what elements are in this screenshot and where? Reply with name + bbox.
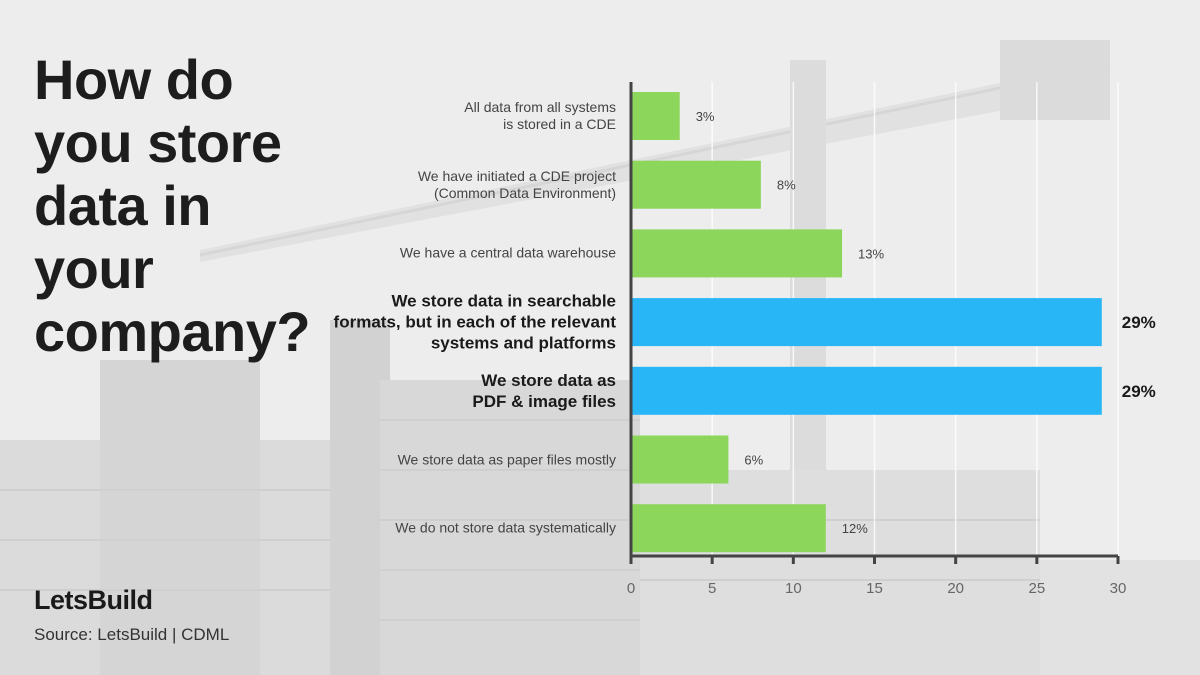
page-title: How do you store data in your company? [34,48,334,363]
x-tick-label: 30 [1110,580,1127,597]
category-label-line: We store data as paper files mostly [397,451,616,467]
category-label-line: We do not store data systematically [395,519,616,536]
brand-logo: LetsBuild [34,585,153,615]
title-line: your [34,237,154,300]
category-label: We store data as paper files mostly [316,451,616,468]
bar [631,504,826,553]
category-label-line: We have a central data warehouse [399,244,616,261]
bar [631,160,761,209]
category-label-line: systems and platforms [430,333,616,353]
bar [631,366,1102,415]
title-line: data in [34,174,211,237]
data-label: 13% [858,246,884,261]
x-tick-label: 25 [1028,580,1045,597]
title-line: How do [34,48,234,111]
category-label: We store data as PDF & image files [316,370,616,412]
category-label-line: PDF & image files [472,391,616,411]
category-label-line: We have initiated a CDE project [417,167,616,184]
bar [631,92,680,140]
data-label: 8% [777,178,796,193]
category-label-line: (Common Data Environment) [433,184,616,201]
category-label: All data from all systems is stored in a … [316,99,616,133]
data-label: 12% [842,521,868,536]
data-label: 29% [1122,313,1156,332]
x-tick-label: 5 [708,580,716,597]
category-label-line: formats, but in each of the relevant [333,312,616,332]
x-tick-label: 10 [785,580,802,597]
category-label: We have a central data warehouse [316,245,616,262]
source-note: Source: LetsBuild | CDML [34,625,230,644]
x-tick-label: 20 [947,580,964,597]
data-label: 6% [744,453,763,468]
category-label: We have initiated a CDE project (Common D… [316,168,616,202]
category-label-line: All data from all systems [464,99,616,115]
category-label-line: is stored in a CDE [503,116,616,132]
title-line: company? [34,300,311,363]
x-tick-label: 15 [866,580,883,597]
x-tick-label: 0 [627,580,635,597]
title-line: you store [34,111,282,174]
category-label: We do not store data systematically [316,520,616,537]
bar [631,298,1102,347]
category-label-line: We store data as [481,370,616,390]
data-label: 3% [696,109,715,124]
bar [631,435,729,484]
category-label-line: We store data in searchable [391,291,616,311]
bar [631,229,843,278]
data-label: 29% [1122,382,1156,401]
category-label: We store data in searchable formats, but … [316,291,616,354]
